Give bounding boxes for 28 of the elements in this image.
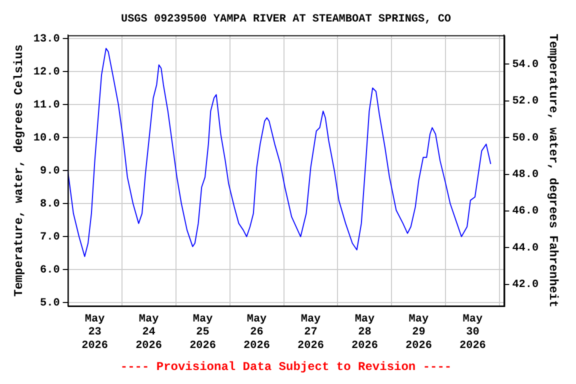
y-tick-label: 11.0 [33,99,60,112]
y2-tick-label: 48.0 [512,169,539,182]
x-tick-label: May 27 2026 [298,313,324,352]
y-tick-label: 7.0 [40,231,60,244]
x-tick-label: May 24 2026 [136,313,162,352]
x-tick-label: May 30 2026 [460,313,486,352]
y-tick-label: 12.0 [33,66,60,78]
y-tick-label: 9.0 [40,165,60,178]
y2-axis-title: Temperature, water, degrees Fahrenheit [546,34,560,308]
x-tick-label: May 26 2026 [244,313,270,352]
y2-tick-label: 44.0 [512,242,539,254]
x-tick-label: May 23 2026 [82,313,108,352]
chart-title: USGS 09239500 YAMPA RIVER AT STEAMBOAT SPRINGS, CO [120,13,452,26]
y-tick-label: 8.0 [40,198,60,210]
y-tick-label: 6.0 [40,264,60,276]
y2-tick-label: 42.0 [512,279,539,292]
y-axis-title: Temperature, water, degrees Celsius [12,44,26,297]
x-tick-label: May 25 2026 [190,313,216,352]
y2-tick-label: 52.0 [512,96,539,108]
y-tick-label: 13.0 [33,33,60,46]
y2-tick-label: 54.0 [512,58,539,71]
y2-tick-label: 46.0 [512,206,539,218]
y-tick-label: 10.0 [33,132,60,144]
text: ---- Provisional Data Subject to Revision ---- [120,360,452,374]
y-tick-label: 5.0 [40,297,60,310]
x-tick-label: May 28 2026 [352,313,378,352]
x-tick-label: May 29 2026 [406,313,432,352]
y2-tick-label: 50.0 [512,132,539,144]
